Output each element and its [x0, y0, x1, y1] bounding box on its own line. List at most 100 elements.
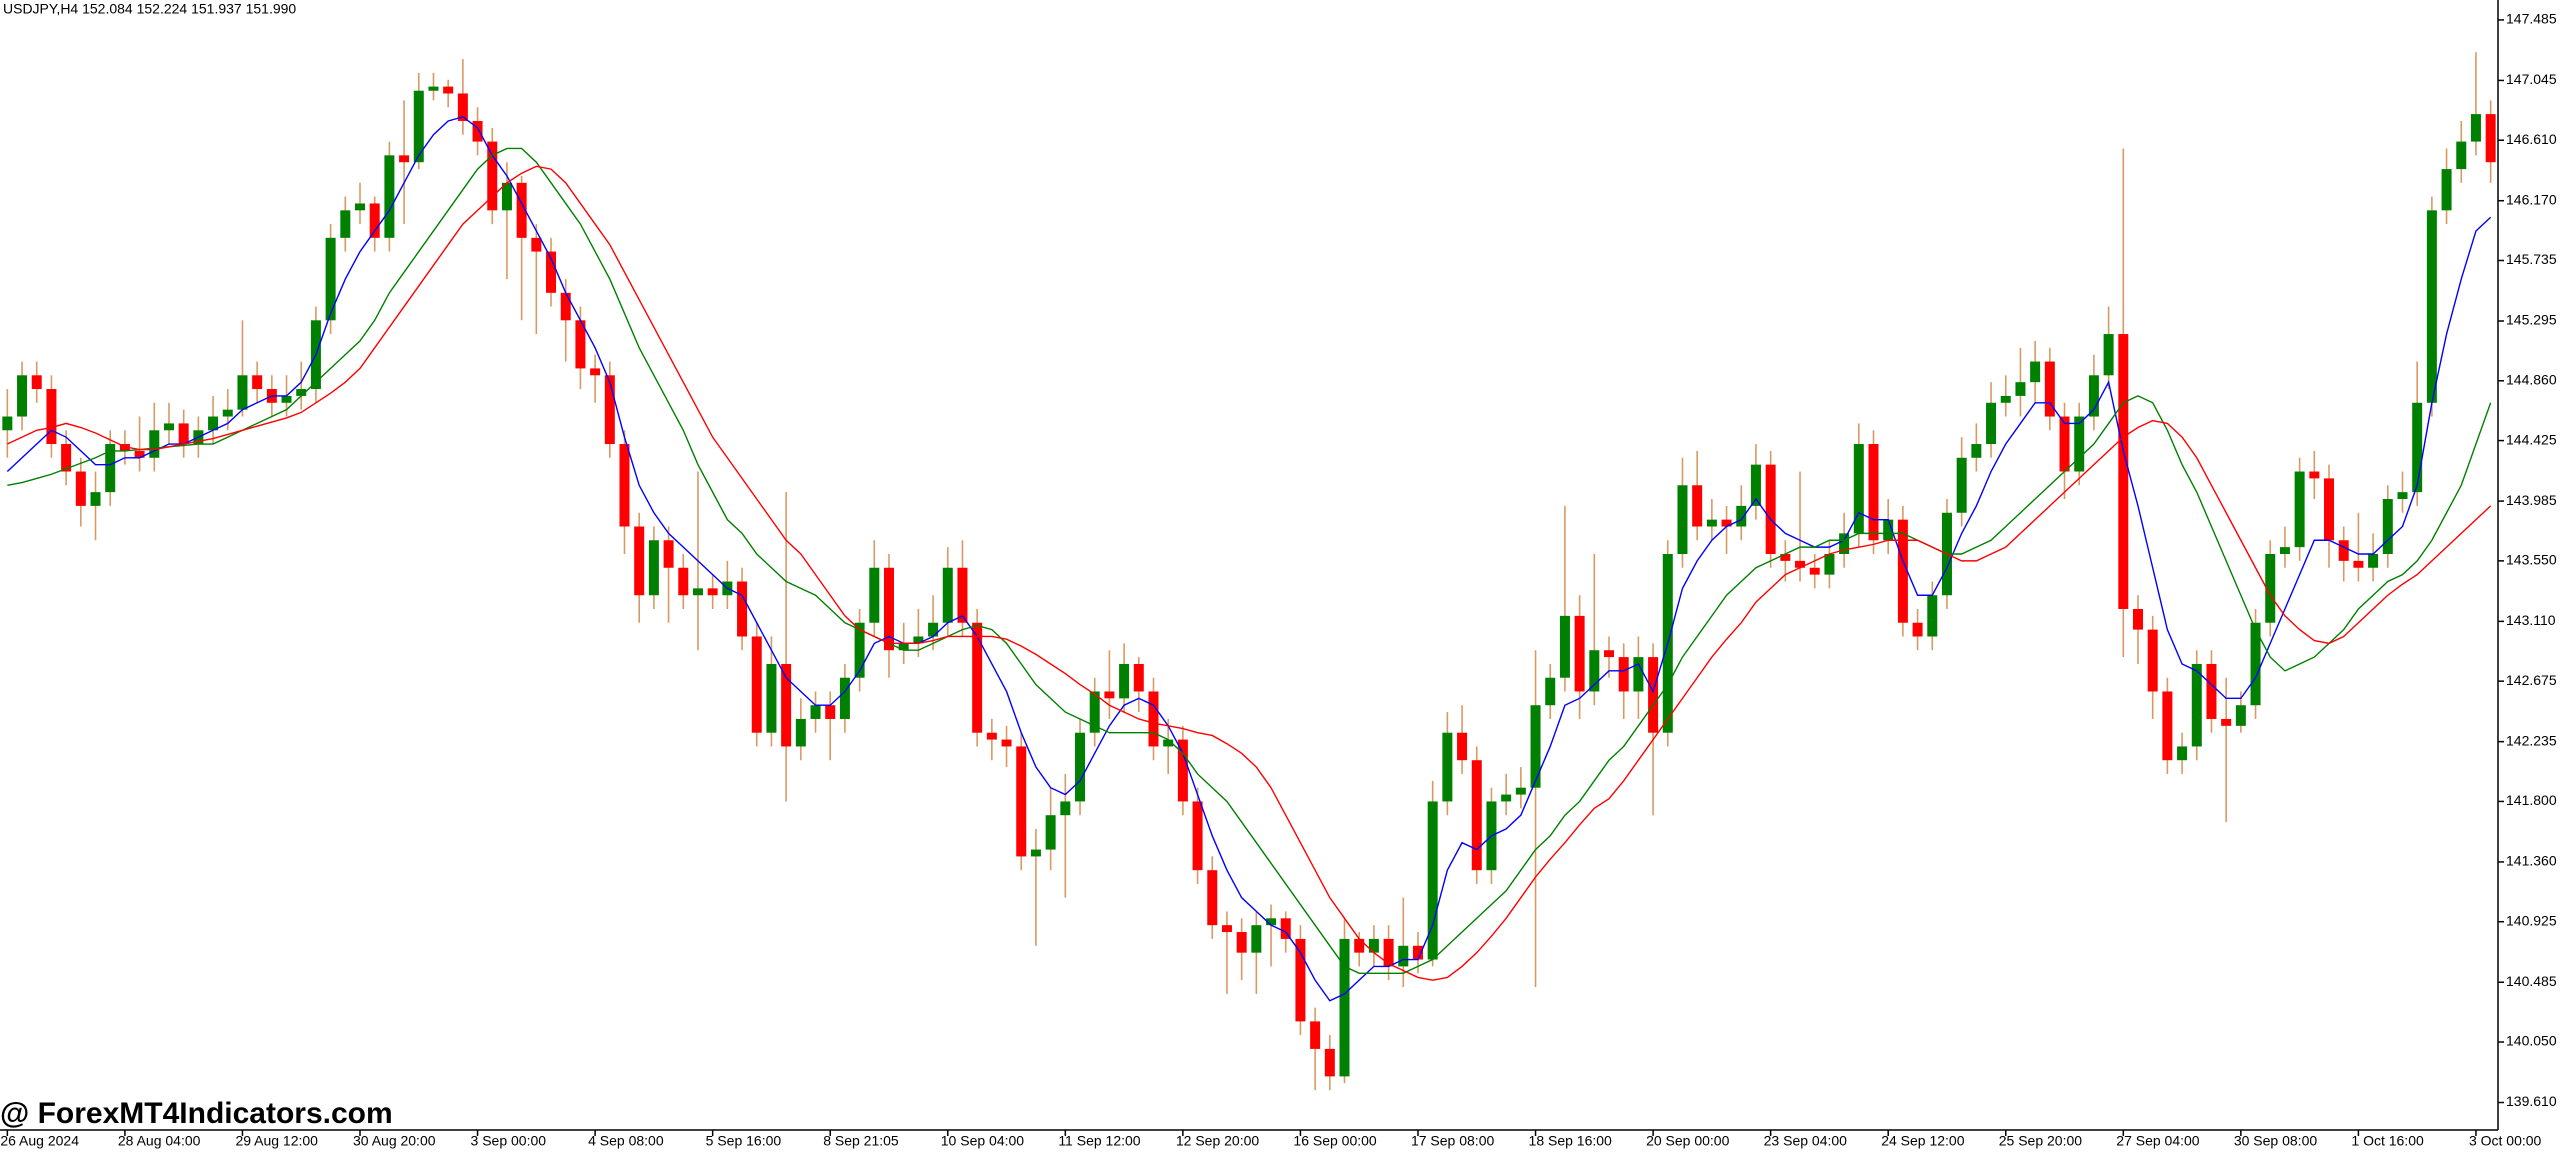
candle-body [2353, 560, 2364, 568]
x-tick-label: 25 Sep 20:00 [1999, 1133, 2083, 1149]
x-tick-label: 17 Sep 08:00 [1411, 1133, 1495, 1149]
y-tick-label: 142.235 [2506, 732, 2557, 748]
x-tick-label: 11 Sep 12:00 [1058, 1133, 1140, 1149]
candle-body [1736, 505, 1747, 527]
candle-body [1192, 801, 1203, 871]
x-tick-label: 23 Sep 04:00 [1764, 1133, 1848, 1149]
x-tick-label: 5 Sep 16:00 [706, 1133, 782, 1149]
candle-body [163, 423, 174, 431]
candle-body [957, 567, 968, 623]
candle-body [516, 182, 527, 238]
x-tick-label: 12 Sep 20:00 [1176, 1133, 1260, 1149]
candle-body [619, 444, 630, 527]
y-tick-label: 145.735 [2506, 251, 2557, 267]
y-tick-label: 143.550 [2506, 552, 2557, 568]
candle-body [2279, 547, 2290, 555]
x-tick-label: 8 Sep 21:05 [823, 1133, 899, 1149]
candle-body [90, 492, 101, 506]
candle-body [2221, 718, 2232, 726]
candle-body [1721, 519, 1732, 527]
candle-body [1971, 444, 1982, 458]
candle-body [972, 622, 983, 733]
candle-body [134, 450, 145, 458]
moving-average-line [7, 165, 2492, 981]
y-tick-label: 146.170 [2506, 191, 2557, 207]
candle-body [898, 643, 909, 651]
candle-body [751, 636, 762, 733]
candle-body [1692, 485, 1703, 527]
candle-body [2030, 361, 2041, 383]
candle-body [75, 471, 86, 506]
candle-body [237, 375, 248, 410]
candle-body [928, 622, 939, 637]
x-tick-label: 24 Sep 12:00 [1881, 1133, 1965, 1149]
x-tick-label: 10 Sep 04:00 [941, 1133, 1025, 1149]
y-tick-label: 141.800 [2506, 792, 2557, 808]
candle-body [2162, 691, 2173, 761]
candle-body [1648, 657, 1659, 733]
candle-body [560, 292, 571, 321]
candle-body [17, 375, 28, 417]
x-tick-label: 30 Aug 20:00 [353, 1133, 436, 1149]
candle-body [2, 416, 13, 431]
candle-body [1251, 925, 1262, 953]
x-tick-label: 4 Sep 08:00 [588, 1133, 664, 1149]
candle-body [2132, 608, 2143, 630]
candle-body [2177, 746, 2188, 761]
x-tick-label: 29 Aug 12:00 [235, 1133, 318, 1149]
candle-body [869, 567, 880, 623]
candle-body [1104, 691, 1115, 699]
y-tick-label: 141.360 [2506, 853, 2557, 869]
chart-title: USDJPY,H4 152.084 152.224 151.937 151.99… [3, 1, 296, 17]
watermark: @ ForexMT4Indicators.com [0, 1097, 393, 1130]
candle-body [1045, 815, 1056, 850]
candle-body [2412, 402, 2423, 493]
candle-body [384, 155, 395, 238]
candle-body [1163, 739, 1174, 747]
candle-body [707, 588, 718, 596]
candle-body [325, 237, 336, 321]
candle-body [1501, 794, 1512, 802]
candle-body [1324, 1048, 1335, 1077]
y-tick-label: 139.610 [2506, 1093, 2557, 1109]
candle-body [2441, 169, 2452, 211]
x-tick-label: 20 Sep 00:00 [1646, 1133, 1730, 1149]
x-tick-label: 27 Sep 04:00 [2116, 1133, 2200, 1149]
candle-body [1177, 739, 1188, 802]
candle-body [648, 540, 659, 596]
y-tick-label: 140.050 [2506, 1033, 2557, 1049]
candle-body [1986, 402, 1997, 445]
candle-body [1809, 567, 1820, 575]
candle-body [340, 210, 351, 238]
candle-body [2044, 361, 2055, 417]
candle-body [2206, 663, 2217, 719]
candle-body [1604, 650, 1615, 658]
candle-body [355, 203, 366, 211]
candle-body [2397, 492, 2408, 500]
x-tick-label: 16 Sep 00:00 [1293, 1133, 1377, 1149]
candle-body [501, 182, 512, 211]
candle-body [413, 90, 424, 163]
candle-body [575, 320, 586, 369]
candle-body [252, 375, 263, 390]
moving-average-line [7, 147, 2492, 974]
candle-body [1339, 938, 1350, 1077]
candle-body [1266, 918, 1277, 926]
candle-body [1383, 938, 1394, 967]
y-tick-label: 147.045 [2506, 71, 2557, 87]
y-tick-label: 146.610 [2506, 131, 2557, 147]
candle-body [781, 663, 792, 747]
candle-body [1295, 938, 1306, 1022]
y-tick-label: 144.860 [2506, 371, 2557, 387]
y-tick-label: 144.425 [2506, 431, 2557, 447]
candle-body [1618, 657, 1629, 692]
candle-body [1868, 444, 1879, 541]
candle-body [1354, 938, 1365, 953]
candle-body [692, 588, 703, 596]
candle-body [1148, 691, 1159, 747]
candle-body [1280, 918, 1291, 939]
candle-body [2485, 114, 2496, 163]
y-tick-label: 140.485 [2506, 973, 2557, 989]
candle-body [1442, 732, 1453, 802]
candle-body [457, 93, 468, 121]
